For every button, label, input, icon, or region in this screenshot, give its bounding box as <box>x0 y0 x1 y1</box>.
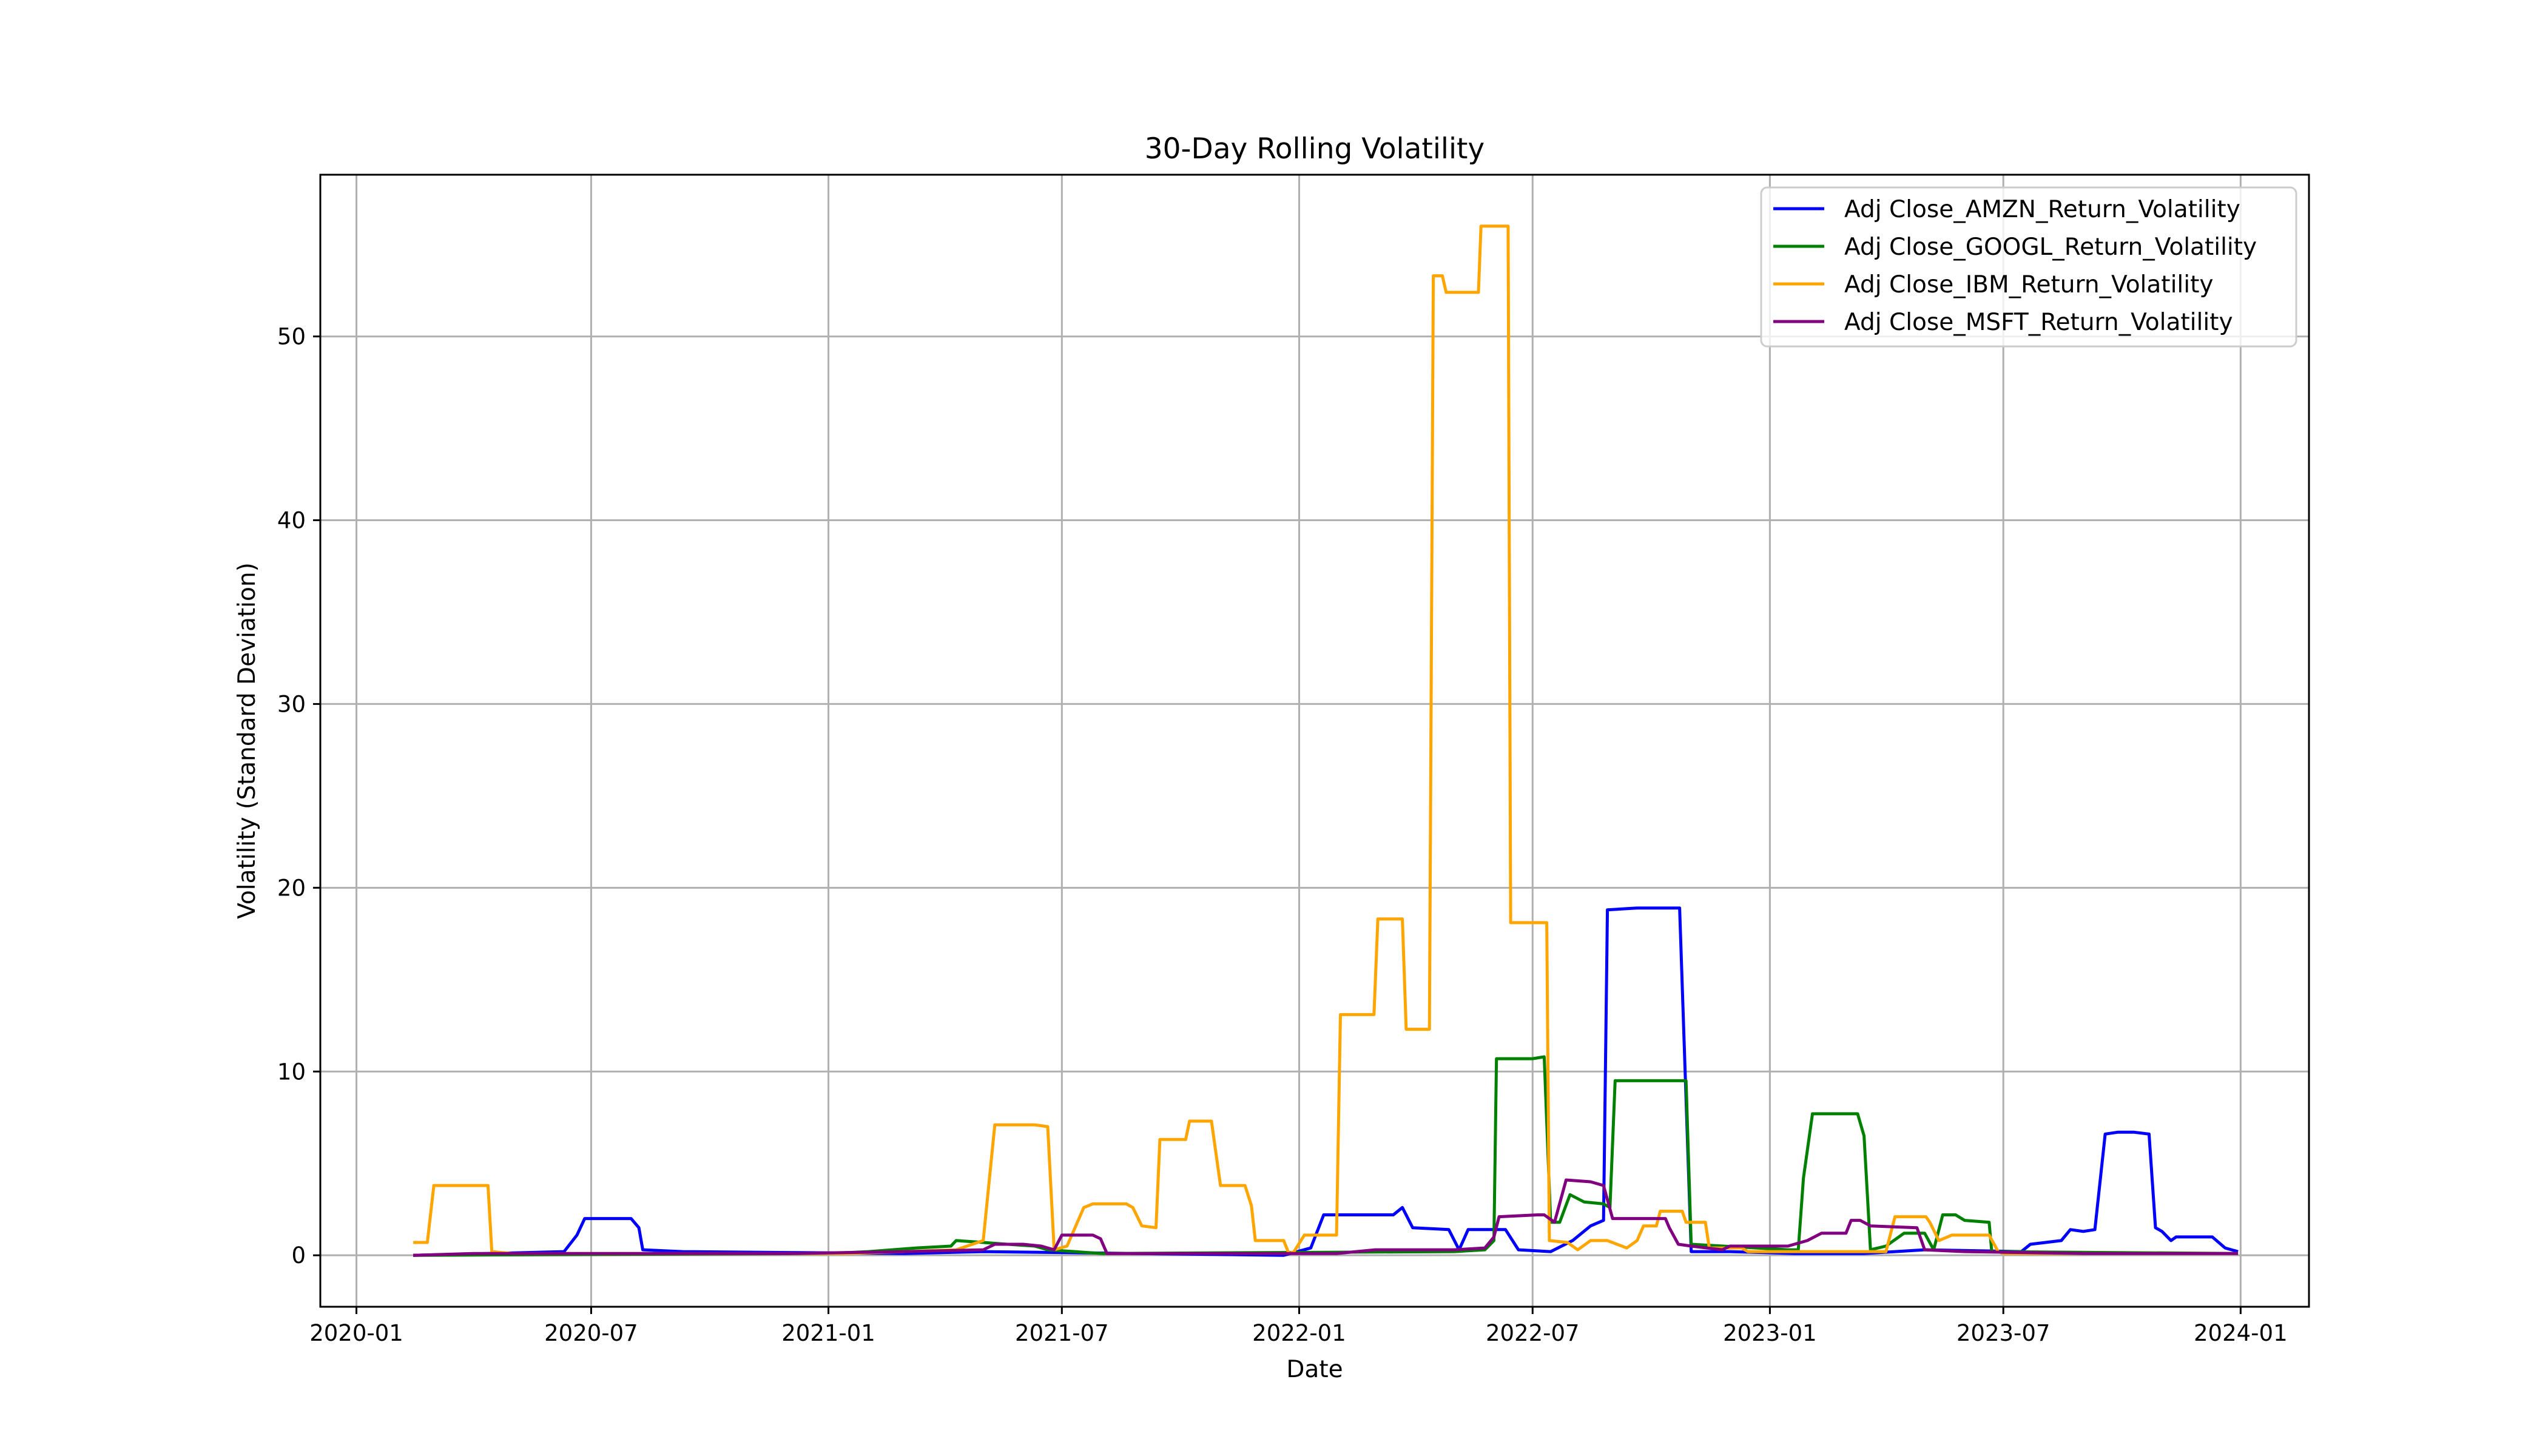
x-tick-label: 2023-01 <box>1723 1320 1817 1346</box>
x-tick-label: 2020-07 <box>544 1320 638 1346</box>
y-tick-label: 50 <box>277 324 306 350</box>
x-axis-ticks: 2020-01 2020-07 2021-01 2021-07 2022-01 2022-… <box>309 1307 2288 1346</box>
y-tick-label: 0 <box>291 1242 306 1269</box>
chart-title: 30-Day Rolling Volatility <box>1145 132 1485 166</box>
plot-frame <box>319 174 2310 1308</box>
y-tick-label: 20 <box>277 875 306 901</box>
grid <box>320 175 2309 1307</box>
legend-label: Adj Close_IBM_Return_Volatility <box>1844 271 2213 298</box>
legend: Adj Close_AMZN_Return_Volatility Adj Clos… <box>1760 186 2297 348</box>
x-tick-label: 2022-01 <box>1252 1320 1346 1346</box>
x-tick-label: 2024-01 <box>2194 1320 2288 1346</box>
x-tick-label: 2022-07 <box>1486 1320 1580 1346</box>
series-lines <box>413 224 2239 1257</box>
x-axis-label: Date <box>1286 1356 1343 1383</box>
x-tick-label: 2021-01 <box>781 1320 875 1346</box>
y-tick-label: 10 <box>277 1059 306 1085</box>
y-tick-label: 40 <box>277 507 306 533</box>
legend-label: Adj Close_AMZN_Return_Volatility <box>1844 196 2240 223</box>
series-line-3 <box>413 1178 2239 1257</box>
x-tick-label: 2020-01 <box>309 1320 403 1346</box>
y-tick-label: 30 <box>277 691 306 717</box>
series-line-2 <box>413 224 2239 1255</box>
y-axis-ticks: 0 10 20 30 40 50 <box>277 324 320 1269</box>
x-tick-label: 2021-07 <box>1015 1320 1109 1346</box>
legend-label: Adj Close_MSFT_Return_Volatility <box>1844 309 2233 336</box>
legend-label: Adj Close_GOOGL_Return_Volatility <box>1844 234 2257 261</box>
x-tick-label: 2023-07 <box>1956 1320 2051 1346</box>
series-line-0 <box>413 906 2239 1257</box>
y-axis-label: Volatility (Standard Deviation) <box>234 562 261 919</box>
legend-box <box>1760 186 2297 348</box>
